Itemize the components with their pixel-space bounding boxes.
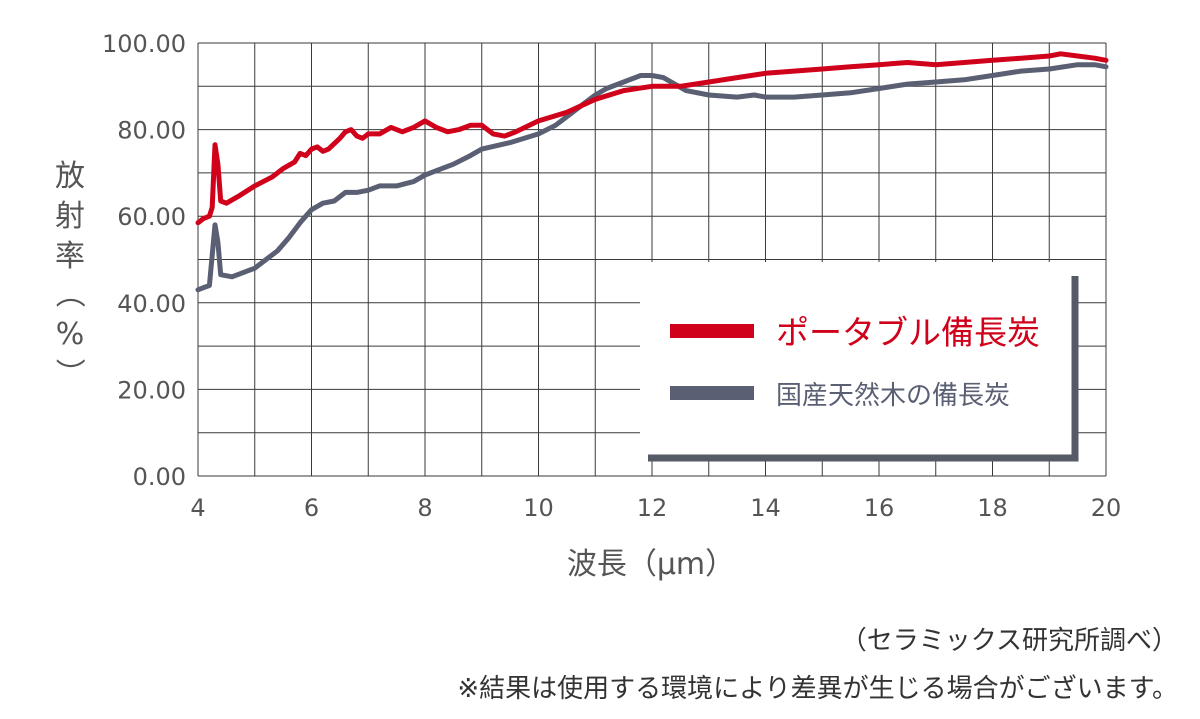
series-line-natural <box>195 62 1109 293</box>
legend-label-natural: 国産天然木の備長炭 <box>776 381 1010 411</box>
x-tick-label: 6 <box>304 494 319 522</box>
x-axis-label: 波長（µm） <box>567 547 735 582</box>
y-axis-label-char: 率 <box>55 239 85 274</box>
y-axis-label-char: % <box>56 317 85 352</box>
y-axis-label-char: 射 <box>55 199 85 234</box>
y-axis-label-char: 放 <box>55 159 85 194</box>
x-tick-label: 14 <box>750 494 781 522</box>
x-tick-label: 16 <box>864 494 895 522</box>
y-tick-label: 0.00 <box>133 463 186 491</box>
x-tick-label: 10 <box>523 494 554 522</box>
legend-swatch-portable <box>670 324 754 338</box>
x-tick-label: 4 <box>190 494 205 522</box>
y-tick-labels: 0.00 20.00 40.00 60.00 80.00 100.00 <box>102 30 186 491</box>
legend-box <box>640 262 1074 458</box>
series-lines <box>195 51 1109 293</box>
legend-label-portable: ポータブル備長炭 <box>776 313 1040 352</box>
y-tick-label: 60.00 <box>117 203 186 231</box>
y-tick-label: 80.00 <box>117 117 186 145</box>
x-tick-label: 12 <box>637 494 668 522</box>
legend-shadow-frame <box>648 276 1079 462</box>
x-tick-labels: 4 6 8 10 12 14 16 18 20 <box>190 494 1121 522</box>
y-axis-label-char: （ <box>51 278 86 308</box>
source-note: （セラミックス研究所調べ） <box>840 626 1178 656</box>
series-line-portable <box>195 51 1109 226</box>
x-tick-label: 18 <box>977 494 1008 522</box>
y-axis-label-char: ） <box>51 358 86 388</box>
legend-swatch-natural <box>670 386 754 400</box>
y-tick-label: 100.00 <box>102 30 186 58</box>
y-tick-label: 40.00 <box>117 290 186 318</box>
x-tick-label: 20 <box>1091 494 1122 522</box>
x-tick-label: 8 <box>417 494 432 522</box>
y-axis-label: 放射率 （% ） <box>51 159 86 388</box>
legend: ポータブル備長炭 国産天然木の備長炭 <box>640 262 1079 462</box>
emissivity-chart: ポータブル備長炭 国産天然木の備長炭 4 6 8 10 12 14 16 18 20 0.00 2… <box>51 30 1121 582</box>
disclaimer-note: ※結果は使用する環境により差異が生じる場合がございます。 <box>457 674 1178 704</box>
y-tick-label: 20.00 <box>117 376 186 404</box>
